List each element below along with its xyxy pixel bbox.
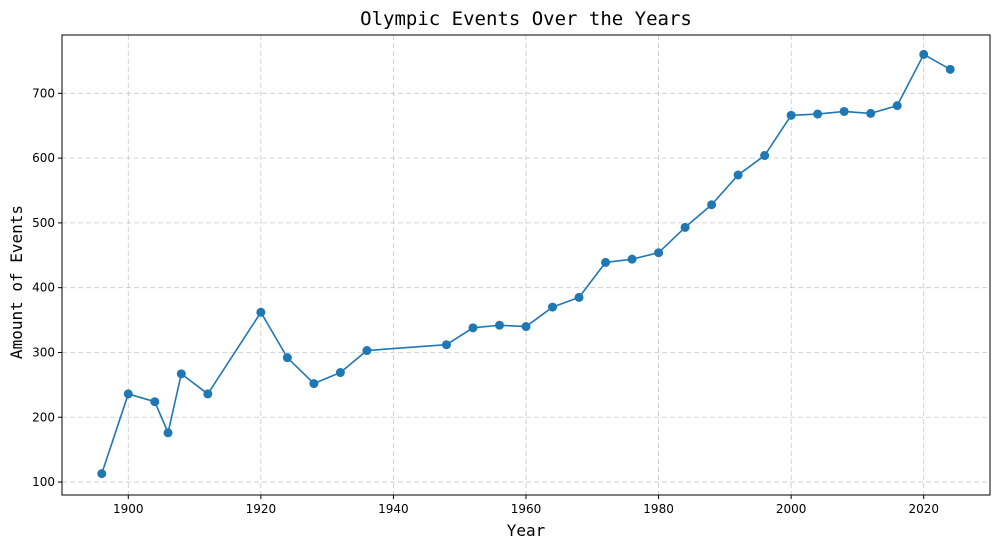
data-point <box>786 110 796 120</box>
data-point <box>654 248 664 258</box>
y-tick-label: 300 <box>32 345 55 359</box>
data-point <box>680 222 690 232</box>
data-point <box>163 428 173 438</box>
y-tick-label: 200 <box>32 410 55 424</box>
data-point <box>97 469 107 479</box>
data-point <box>760 151 770 161</box>
data-point <box>707 200 717 210</box>
data-point <box>150 397 160 407</box>
chart-title: Olympic Events Over the Years <box>360 8 692 30</box>
data-point <box>601 257 611 267</box>
data-point <box>282 353 292 363</box>
data-point <box>866 108 876 118</box>
grid <box>62 35 990 495</box>
data-point <box>256 307 266 317</box>
data-point <box>335 368 345 378</box>
y-tick-label: 700 <box>32 86 55 100</box>
data-point <box>733 170 743 180</box>
x-axis-title: Year <box>507 521 546 540</box>
x-tick-label: 1900 <box>113 502 144 516</box>
x-tick-label: 1980 <box>643 502 674 516</box>
data-point <box>945 64 955 74</box>
x-tick-label: 2000 <box>776 502 807 516</box>
data-point <box>813 109 823 119</box>
y-tick-label: 500 <box>32 216 55 230</box>
data-point <box>176 369 186 379</box>
data-point <box>548 302 558 312</box>
data-point <box>521 322 531 332</box>
data-point <box>362 346 372 356</box>
data-point <box>627 254 637 264</box>
axis-ticks: 1900 1920 1940 1960 1980 2000 2020 100 200 300 400… <box>32 86 939 516</box>
plot-frame <box>61 34 991 496</box>
y-axis-title: Amount of Events <box>7 205 26 359</box>
data-point <box>574 292 584 302</box>
data-point <box>468 323 478 333</box>
y-tick-label: 400 <box>32 281 55 295</box>
data-point <box>892 101 902 111</box>
y-tick-label: 100 <box>32 475 55 489</box>
data-point <box>123 389 133 399</box>
data-point <box>203 389 213 399</box>
data-point <box>441 340 451 350</box>
x-tick-label: 2020 <box>908 502 939 516</box>
x-tick-label: 1960 <box>511 502 542 516</box>
x-tick-label: 1920 <box>246 502 277 516</box>
data-point <box>494 320 504 330</box>
x-tick-label: 1940 <box>378 502 409 516</box>
series-layer <box>97 49 955 479</box>
data-point <box>839 106 849 116</box>
data-point <box>309 379 319 389</box>
data-point <box>919 49 929 59</box>
y-tick-label: 600 <box>32 151 55 165</box>
